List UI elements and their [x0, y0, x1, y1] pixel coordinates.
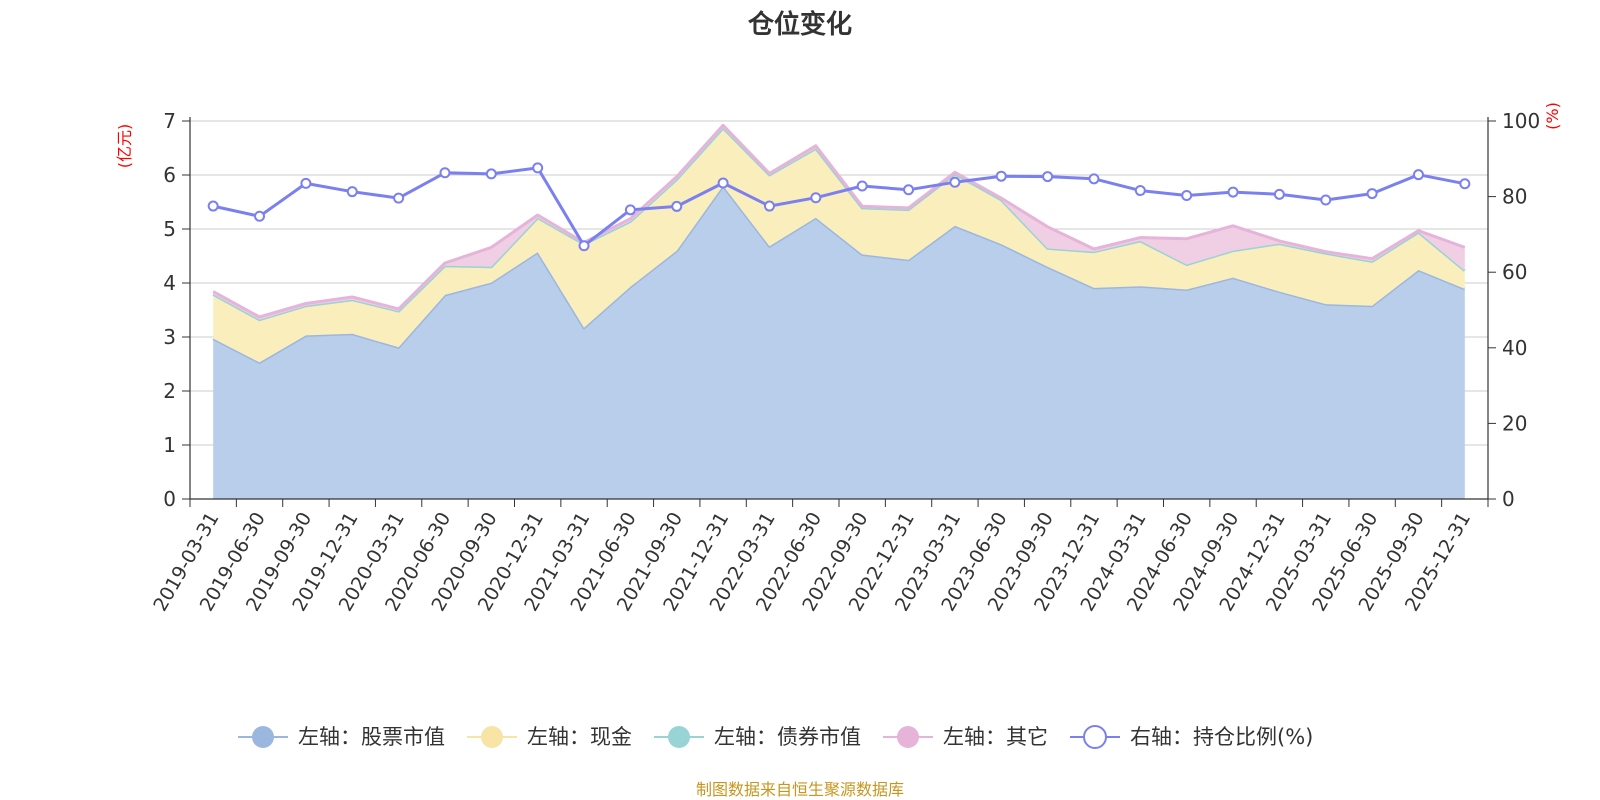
ratio-point: [856, 180, 868, 192]
ratio-line-series: [207, 162, 1471, 252]
ratio-point: [1320, 194, 1332, 206]
legend-label: 左轴：债券市值: [714, 725, 861, 749]
left-axis-unit: (亿元): [115, 124, 134, 169]
legend-item-4[interactable]: 右轴：持仓比例(%): [1070, 725, 1313, 749]
ratio-point: [903, 184, 915, 196]
series-0-area: [213, 185, 1465, 500]
legend-marker: [897, 726, 919, 748]
right-axis-tick-label: 0: [1502, 487, 1515, 511]
ratio-point: [393, 192, 405, 204]
ratio-point: [485, 168, 497, 180]
ratio-point: [578, 240, 590, 252]
legend-item-2[interactable]: 左轴：债券市值: [654, 725, 861, 749]
ratio-point: [1134, 185, 1146, 197]
legend-marker: [481, 726, 503, 748]
legend-label: 左轴：现金: [527, 725, 632, 749]
right-axis-unit: (%): [1543, 102, 1562, 130]
left-axis-tick-label: 1: [163, 433, 176, 457]
left-axis-tick-label: 6: [163, 163, 176, 187]
ratio-point: [1088, 173, 1100, 185]
source-note: 制图数据来自恒生聚源数据库: [696, 780, 904, 799]
left-axis-tick-label: 5: [163, 217, 176, 241]
left-axis-tick-label: 2: [163, 379, 176, 403]
ratio-point: [1459, 178, 1471, 190]
ratio-point: [1181, 189, 1193, 201]
ratio-point: [995, 170, 1007, 182]
legend-item-3[interactable]: 左轴：其它: [883, 725, 1048, 749]
ratio-point: [1412, 169, 1424, 181]
stacked-areas: [212, 123, 1466, 500]
ratio-point: [810, 192, 822, 204]
ratio-point: [1366, 188, 1378, 200]
ratio-point: [763, 200, 775, 212]
right-axis-tick-label: 40: [1502, 336, 1527, 360]
left-axis-tick-label: 3: [163, 325, 176, 349]
legend-label: 右轴：持仓比例(%): [1130, 725, 1313, 749]
series-3-line: [212, 123, 1466, 319]
legend-label: 左轴：其它: [943, 725, 1048, 749]
ratio-point: [207, 200, 219, 212]
ratio-point: [1042, 171, 1054, 183]
ratio-point: [532, 162, 544, 174]
left-axis-tick-label: 0: [163, 487, 176, 511]
ratio-point: [439, 167, 451, 179]
ratio-line: [212, 166, 1466, 248]
ratio-point: [1273, 188, 1285, 200]
ratio-point: [1227, 186, 1239, 198]
right-axis-tick-label: 60: [1502, 260, 1527, 284]
ratio-point: [949, 176, 961, 188]
legend-label: 左轴：股票市值: [298, 725, 445, 749]
right-axis-tick-label: 80: [1502, 185, 1527, 209]
legend[interactable]: 左轴：股票市值 左轴：现金 左轴：债券市值 左轴：其它 右轴：持仓比例(%): [238, 725, 1313, 749]
left-axis-tick-label: 7: [163, 109, 176, 133]
legend-marker: [668, 726, 690, 748]
left-axis-tick-label: 4: [163, 271, 176, 295]
right-axis-tick-label: 100: [1502, 109, 1540, 133]
ratio-point: [671, 200, 683, 212]
right-axis-tick-label: 20: [1502, 411, 1527, 435]
ratio-point: [254, 210, 266, 222]
ratio-point: [717, 177, 729, 189]
ratio-point: [346, 186, 358, 198]
legend-item-0[interactable]: 左轴：股票市值: [238, 725, 445, 749]
legend-marker: [252, 726, 274, 748]
legend-item-1[interactable]: 左轴：现金: [467, 725, 632, 749]
chart-title: 仓位变化: [747, 9, 852, 40]
ratio-point: [300, 177, 312, 189]
ratio-point: [624, 204, 636, 216]
legend-marker: [1083, 725, 1107, 749]
